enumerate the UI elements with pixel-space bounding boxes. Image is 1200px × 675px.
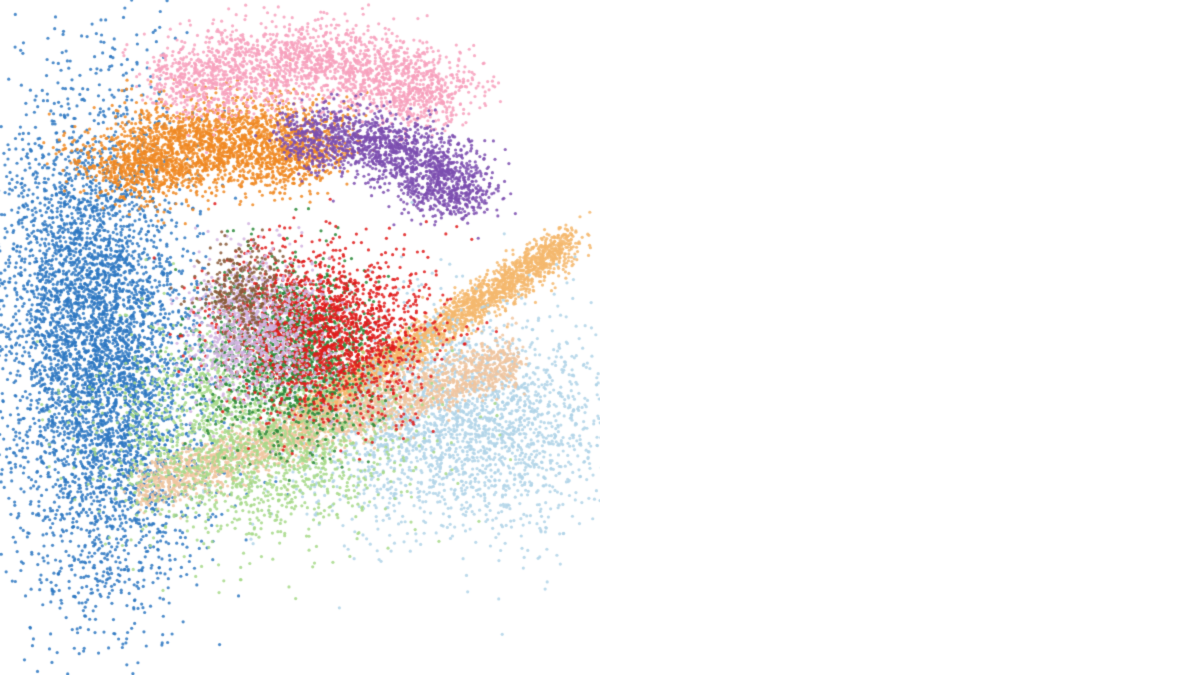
right-scatter-canvas xyxy=(600,0,1200,675)
left-panel xyxy=(0,0,600,675)
left-scatter-canvas xyxy=(0,0,600,675)
figure-panels xyxy=(0,0,1200,675)
right-panel xyxy=(600,0,1200,675)
